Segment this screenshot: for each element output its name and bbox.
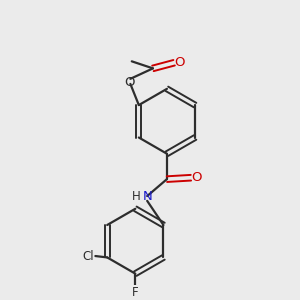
Text: O: O — [191, 171, 202, 184]
Text: N: N — [142, 190, 152, 203]
Text: F: F — [132, 286, 139, 298]
Text: H: H — [131, 190, 140, 203]
Text: O: O — [175, 56, 185, 69]
Text: Cl: Cl — [82, 250, 94, 262]
Text: O: O — [124, 76, 135, 89]
